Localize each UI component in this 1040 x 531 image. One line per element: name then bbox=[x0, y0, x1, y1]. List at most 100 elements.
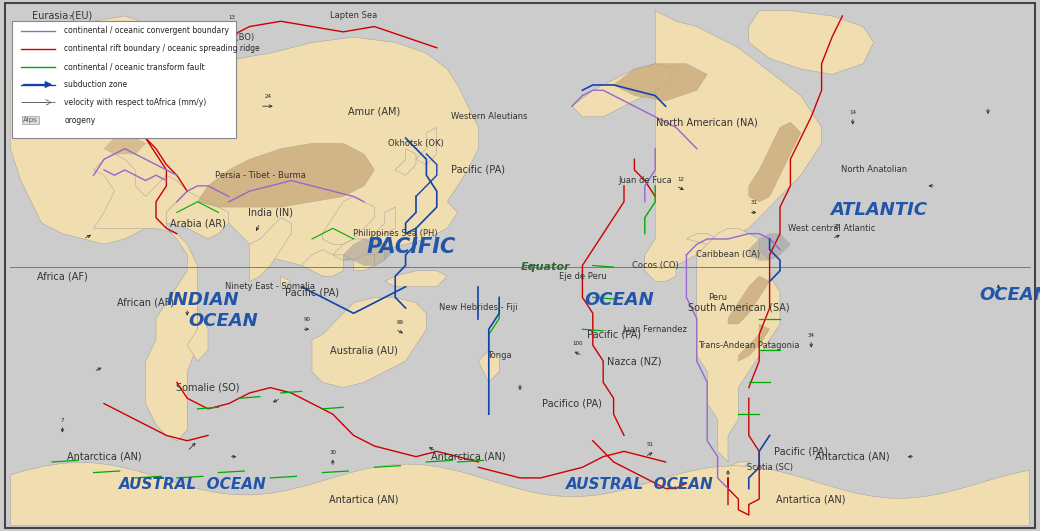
Text: PACIFIC: PACIFIC bbox=[366, 237, 456, 257]
Polygon shape bbox=[10, 463, 1030, 526]
Text: Okhotsk (OK): Okhotsk (OK) bbox=[388, 139, 444, 148]
Text: Pacifico (PA): Pacifico (PA) bbox=[542, 399, 602, 408]
Text: Trans-Andean Patagonia: Trans-Andean Patagonia bbox=[698, 341, 800, 349]
Text: Australia (AU): Australia (AU) bbox=[330, 346, 398, 355]
Polygon shape bbox=[749, 122, 801, 202]
Text: AUSTRAL  OCEAN: AUSTRAL OCEAN bbox=[566, 477, 713, 492]
Text: Eurasia (EU): Eurasia (EU) bbox=[32, 11, 93, 21]
Polygon shape bbox=[198, 143, 374, 207]
Text: 7: 7 bbox=[60, 418, 64, 423]
Text: Nazca (NZ): Nazca (NZ) bbox=[607, 356, 661, 366]
Polygon shape bbox=[94, 154, 198, 441]
Text: North American (NA): North American (NA) bbox=[656, 117, 758, 127]
Text: Arabia (AR): Arabia (AR) bbox=[170, 218, 226, 228]
Text: Peru: Peru bbox=[708, 293, 727, 302]
Polygon shape bbox=[728, 462, 749, 473]
Text: 100: 100 bbox=[572, 341, 582, 346]
Polygon shape bbox=[281, 276, 291, 287]
Text: INDIAN: INDIAN bbox=[166, 291, 239, 309]
Text: OCEAN: OCEAN bbox=[979, 286, 1040, 304]
Polygon shape bbox=[572, 64, 676, 117]
Text: Juan de Fuca: Juan de Fuca bbox=[618, 176, 672, 185]
Text: 13: 13 bbox=[228, 14, 235, 20]
Text: Eje de Peru: Eje de Peru bbox=[558, 272, 606, 280]
Text: Antarctica (AN): Antarctica (AN) bbox=[67, 452, 141, 461]
Text: subduction zone: subduction zone bbox=[64, 80, 128, 89]
Text: Scotia (SC): Scotia (SC) bbox=[747, 463, 792, 472]
Text: New Hebrides - Fiji: New Hebrides - Fiji bbox=[439, 304, 518, 312]
Text: 12: 12 bbox=[678, 176, 684, 182]
Text: ATLANTIC: ATLANTIC bbox=[830, 201, 928, 219]
Text: OCEAN: OCEAN bbox=[188, 312, 259, 330]
Text: 51: 51 bbox=[647, 442, 653, 447]
Polygon shape bbox=[354, 255, 374, 271]
Text: 34: 34 bbox=[808, 333, 814, 338]
Polygon shape bbox=[749, 11, 874, 74]
Polygon shape bbox=[187, 308, 208, 361]
Polygon shape bbox=[302, 250, 343, 276]
Polygon shape bbox=[104, 138, 146, 154]
Polygon shape bbox=[250, 218, 291, 281]
Text: Ninety East - Somalia: Ninety East - Somalia bbox=[226, 282, 315, 291]
Polygon shape bbox=[333, 239, 385, 266]
Text: 30: 30 bbox=[330, 450, 336, 455]
Text: continental / oceanic transform fault: continental / oceanic transform fault bbox=[64, 62, 205, 71]
Polygon shape bbox=[749, 234, 790, 260]
Text: Tonga: Tonga bbox=[487, 352, 512, 360]
Text: Antarctica (AN): Antarctica (AN) bbox=[815, 452, 890, 461]
Text: 25: 25 bbox=[834, 224, 840, 229]
Polygon shape bbox=[10, 16, 478, 266]
Polygon shape bbox=[395, 149, 416, 175]
Text: Western Aleutians: Western Aleutians bbox=[450, 113, 527, 121]
Text: India (IN): India (IN) bbox=[248, 208, 293, 217]
Text: continental / oceanic convergent boundary: continental / oceanic convergent boundar… bbox=[64, 27, 230, 35]
Text: South American (SA): South American (SA) bbox=[687, 303, 789, 313]
Text: 24: 24 bbox=[264, 94, 271, 99]
Polygon shape bbox=[94, 101, 114, 122]
Polygon shape bbox=[343, 239, 395, 266]
Text: Lapten Sea: Lapten Sea bbox=[330, 12, 378, 20]
Text: Philippines Sea (PH): Philippines Sea (PH) bbox=[353, 229, 438, 238]
Text: Persia - Tibet - Burma: Persia - Tibet - Burma bbox=[214, 171, 306, 179]
Text: Antartica (AN): Antartica (AN) bbox=[330, 494, 398, 504]
Text: 69: 69 bbox=[397, 320, 404, 325]
Polygon shape bbox=[697, 228, 780, 462]
Text: Equator: Equator bbox=[521, 262, 571, 272]
Text: Pacific (PA): Pacific (PA) bbox=[587, 330, 641, 339]
Text: Africa (AF): Africa (AF) bbox=[37, 271, 87, 281]
Polygon shape bbox=[312, 297, 426, 388]
Polygon shape bbox=[374, 207, 395, 234]
Polygon shape bbox=[416, 127, 437, 165]
Text: Pacific (PA): Pacific (PA) bbox=[285, 287, 339, 297]
Text: Somalie (SO): Somalie (SO) bbox=[176, 383, 240, 392]
Text: 7: 7 bbox=[69, 14, 72, 20]
Text: OCEAN: OCEAN bbox=[583, 291, 654, 309]
Polygon shape bbox=[645, 11, 822, 281]
Text: Caribbean (CA): Caribbean (CA) bbox=[696, 251, 760, 259]
Text: Pacific (PA): Pacific (PA) bbox=[451, 165, 505, 175]
Text: orogeny: orogeny bbox=[64, 116, 96, 125]
Polygon shape bbox=[614, 64, 707, 101]
Text: North Anatolian: North Anatolian bbox=[840, 166, 907, 174]
Text: 31: 31 bbox=[751, 200, 757, 205]
Polygon shape bbox=[385, 271, 447, 287]
Text: AUSTRAL  OCEAN: AUSTRAL OCEAN bbox=[119, 477, 266, 492]
Polygon shape bbox=[728, 276, 770, 324]
Text: Gakkel (BO): Gakkel (BO) bbox=[204, 33, 254, 41]
Text: 14: 14 bbox=[850, 110, 856, 115]
Polygon shape bbox=[686, 234, 718, 244]
Text: Antarctica (AN): Antarctica (AN) bbox=[431, 452, 505, 461]
Text: velocity with respect toAfrica (mm/y): velocity with respect toAfrica (mm/y) bbox=[64, 98, 207, 107]
Text: Cocos (CO): Cocos (CO) bbox=[632, 261, 678, 270]
Text: Antartica (AN): Antartica (AN) bbox=[777, 494, 846, 504]
Text: Eurasia (EU): Eurasia (EU) bbox=[147, 101, 207, 111]
Text: continental rift boundary / oceanic spreading ridge: continental rift boundary / oceanic spre… bbox=[64, 44, 260, 53]
Text: African (AF): African (AF) bbox=[118, 298, 174, 307]
Polygon shape bbox=[166, 191, 229, 239]
Polygon shape bbox=[322, 196, 374, 244]
Text: West central Atlantic: West central Atlantic bbox=[788, 224, 876, 233]
Polygon shape bbox=[738, 324, 770, 361]
Text: Alps: Alps bbox=[23, 117, 37, 123]
Text: Amur (AM): Amur (AM) bbox=[348, 107, 400, 116]
Text: 90: 90 bbox=[304, 317, 310, 322]
